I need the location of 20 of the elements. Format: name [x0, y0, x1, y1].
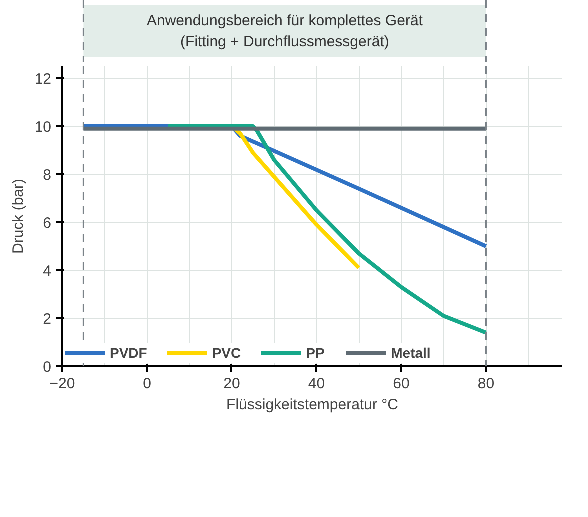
- y-tick-label: 6: [43, 215, 52, 232]
- x-tick-label: 20: [224, 376, 240, 392]
- y-tick-label: 0: [43, 359, 52, 376]
- x-tick-label: 60: [393, 376, 410, 392]
- legend-label: PP: [306, 345, 326, 361]
- y-axis-title: Druck (bar): [10, 178, 27, 254]
- x-tick-label: 80: [478, 376, 495, 392]
- legend-label: Metall: [391, 345, 431, 361]
- y-tick-label: 2: [43, 311, 52, 328]
- y-tick-label: 8: [43, 167, 52, 184]
- legend-label: PVC: [212, 345, 242, 361]
- x-tick-label: 40: [308, 376, 326, 392]
- x-tick-label: 0: [143, 376, 152, 392]
- legend-label: PVDF: [110, 345, 148, 361]
- y-tick-label: 4: [43, 263, 52, 280]
- text: Anwendungsbereich für komplettes Gerät (Fitting + Durchflussmessgerät): [146, 12, 424, 51]
- y-tick-label: 10: [34, 119, 52, 136]
- y-tick-label: 12: [34, 71, 52, 88]
- x-tick-label: −20: [50, 376, 76, 392]
- x-axis-title: Flüssigkeitstemperatur °C: [226, 396, 399, 414]
